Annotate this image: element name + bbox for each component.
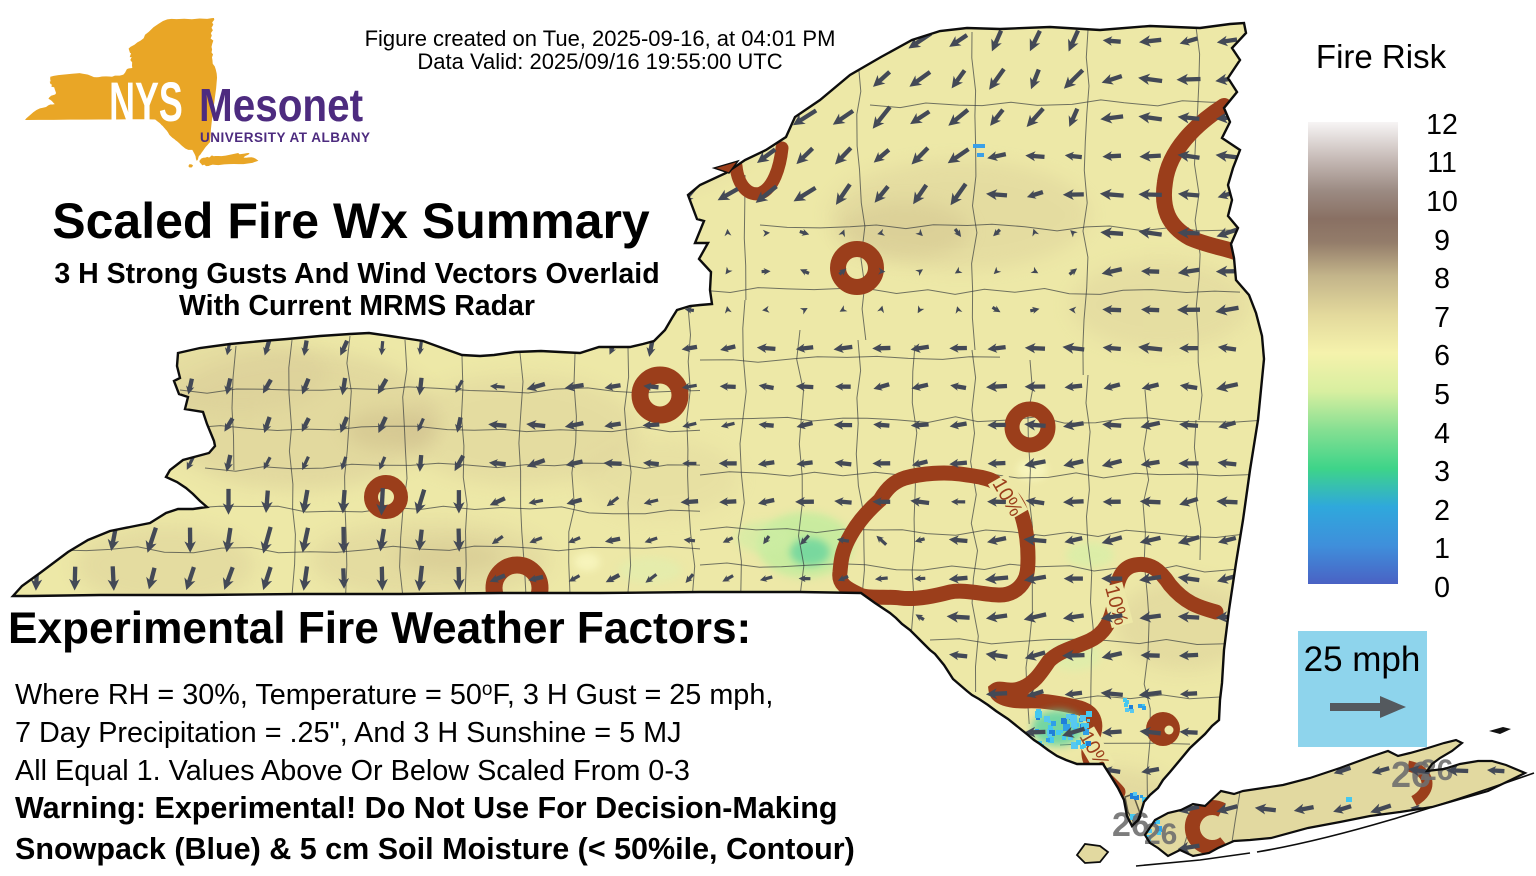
- svg-text:NYS: NYS: [109, 70, 183, 133]
- svg-text:UNIVERSITY AT ALBANY: UNIVERSITY AT ALBANY: [200, 130, 371, 145]
- svg-text:26: 26: [1144, 818, 1177, 851]
- svg-text:Mesonet: Mesonet: [199, 81, 363, 132]
- svg-text:26: 26: [1391, 754, 1431, 795]
